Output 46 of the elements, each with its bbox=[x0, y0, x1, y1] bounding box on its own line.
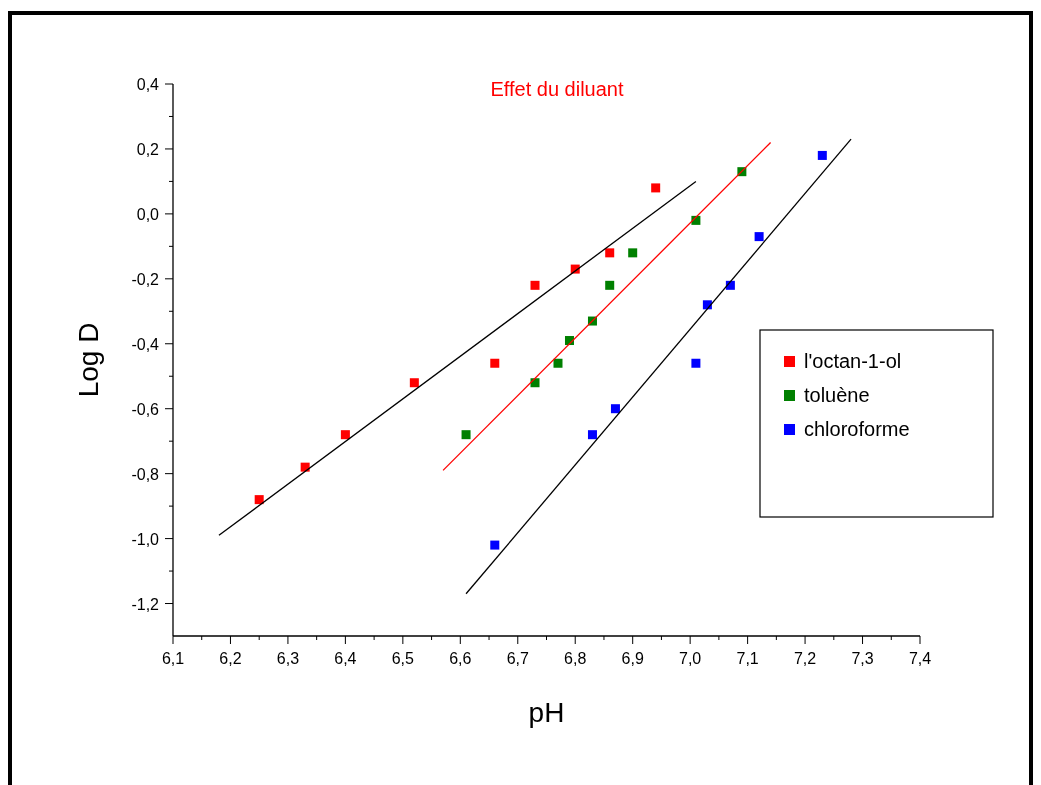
x-tick-label: 6,1 bbox=[161, 650, 185, 667]
y-axis-title: Log D bbox=[73, 322, 104, 398]
y-tick-label: -0,6 bbox=[131, 400, 160, 418]
point bbox=[409, 378, 419, 388]
point bbox=[461, 430, 471, 440]
point bbox=[490, 358, 500, 368]
legend-label: toluène bbox=[804, 384, 870, 406]
y-tick-label: -0,2 bbox=[131, 270, 160, 288]
point bbox=[490, 540, 500, 550]
chart-title: Effet du diluant bbox=[490, 78, 624, 100]
point bbox=[340, 430, 350, 440]
point bbox=[628, 248, 638, 258]
point bbox=[610, 404, 620, 414]
point bbox=[605, 248, 615, 258]
legend-label: l'octan-1-ol bbox=[804, 350, 902, 372]
x-tick-label: 6,7 bbox=[506, 650, 529, 667]
x-tick-label: 7,1 bbox=[736, 650, 759, 667]
y-tick-label: 0,2 bbox=[136, 140, 160, 158]
x-axis-title: pH bbox=[528, 697, 565, 728]
x-tick-label: 6,9 bbox=[621, 650, 644, 667]
x-tick-label: 6,6 bbox=[449, 650, 472, 667]
point bbox=[691, 358, 701, 368]
x-tick-label: 6,4 bbox=[334, 650, 357, 667]
point bbox=[754, 232, 764, 242]
point bbox=[254, 495, 264, 505]
point bbox=[530, 280, 540, 290]
y-tick-label: -1,2 bbox=[131, 595, 160, 613]
point bbox=[587, 430, 597, 440]
point bbox=[817, 150, 827, 160]
x-tick-label: 7,2 bbox=[793, 650, 817, 667]
x-tick-label: 7,4 bbox=[908, 650, 932, 667]
y-tick-label: 0,0 bbox=[136, 205, 160, 223]
y-tick-label: -0,8 bbox=[131, 465, 160, 483]
point bbox=[605, 280, 615, 290]
legend-label: chloroforme bbox=[804, 418, 910, 440]
x-tick-label: 6,5 bbox=[391, 650, 415, 667]
point bbox=[651, 183, 661, 193]
x-tick-label: 7,3 bbox=[851, 650, 874, 667]
x-tick-label: 7,0 bbox=[679, 650, 702, 667]
y-tick-label: -0,4 bbox=[131, 335, 160, 353]
y-tick-label: 0,4 bbox=[136, 76, 160, 93]
x-tick-label: 6,3 bbox=[276, 650, 300, 667]
x-tick-label: 6,8 bbox=[564, 650, 587, 667]
y-tick-label: -1,0 bbox=[131, 530, 160, 548]
point bbox=[553, 358, 563, 368]
x-tick-label: 6,2 bbox=[219, 650, 242, 667]
